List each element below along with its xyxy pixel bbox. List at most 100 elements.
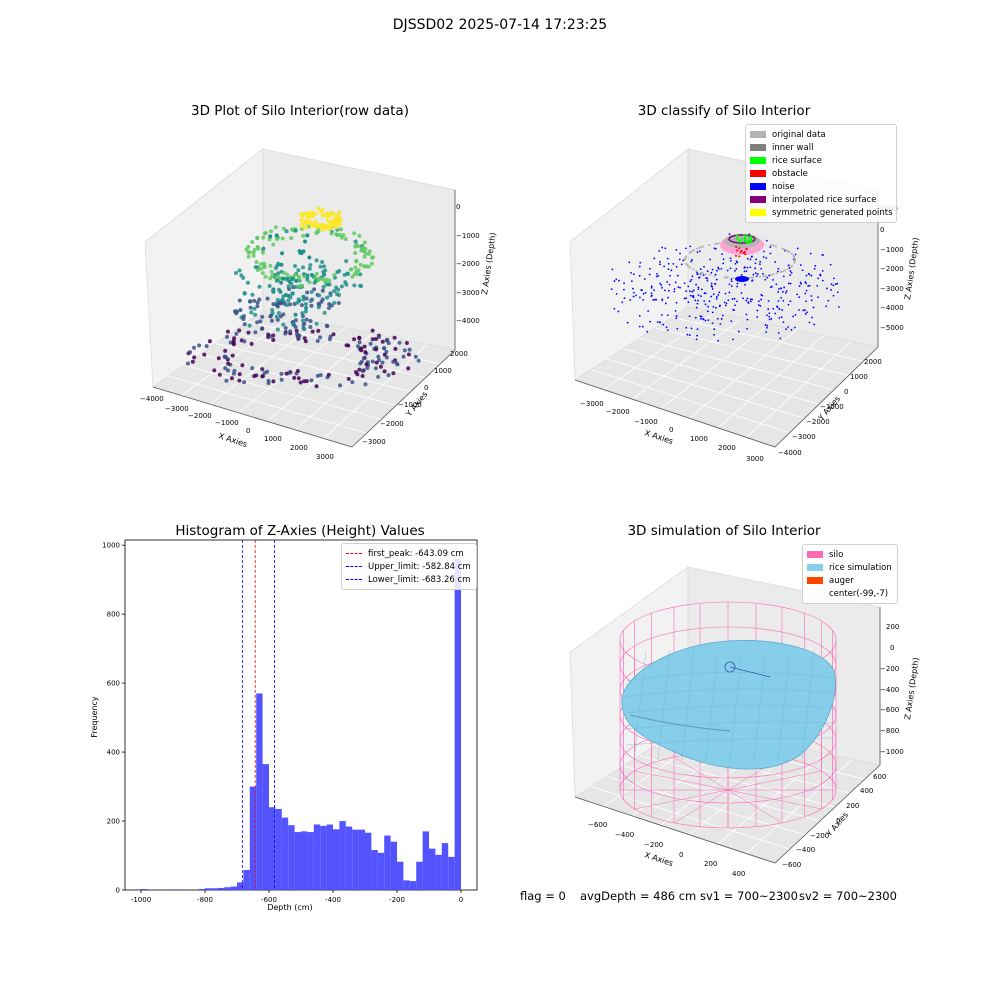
noise-point — [667, 268, 670, 271]
plot2-xtick: 1000 — [690, 435, 708, 443]
noise-point — [830, 289, 833, 291]
noise-point — [697, 286, 700, 289]
data-point — [339, 284, 344, 289]
data-point — [216, 356, 221, 361]
original-point — [770, 273, 773, 276]
noise-point — [640, 289, 643, 291]
plot2-xtick: 2000 — [718, 444, 736, 452]
noise-point — [696, 334, 698, 337]
data-point — [245, 280, 250, 285]
noise-point — [639, 261, 642, 264]
data-point — [260, 374, 265, 379]
plot2-ztick: −4000 — [880, 304, 904, 312]
data-point — [329, 211, 334, 216]
data-point — [276, 261, 281, 266]
noise-point — [706, 310, 709, 313]
noise-point — [834, 283, 837, 286]
plot4-auger — [724, 661, 771, 678]
noise-point — [722, 262, 725, 265]
original-point — [693, 249, 696, 252]
noise-point — [749, 258, 752, 261]
noise-point — [821, 279, 824, 282]
mesh-line — [625, 688, 836, 698]
noise-point — [707, 319, 710, 322]
data-point — [328, 226, 333, 231]
footer-sv1: sv1 = 700~2300 — [700, 889, 798, 903]
noise-point — [690, 327, 693, 330]
plot4-ztick: −200 — [880, 665, 899, 673]
data-point — [337, 232, 342, 237]
noise-point — [734, 269, 736, 272]
noise-point — [630, 280, 633, 283]
noise-point — [735, 268, 738, 270]
noise-point — [768, 315, 771, 318]
noise-point — [710, 282, 713, 285]
original-point — [698, 246, 701, 249]
noise-point — [777, 270, 779, 273]
grid-line — [266, 332, 373, 422]
plot2-ytick: 2000 — [864, 358, 882, 366]
noise-point — [734, 262, 737, 265]
data-point — [359, 348, 364, 353]
noise-point — [745, 270, 748, 272]
noise-point — [678, 258, 681, 261]
data-point — [225, 329, 230, 334]
data-point — [258, 266, 263, 271]
rice-surface-point — [735, 234, 738, 237]
grid-line — [184, 364, 382, 420]
data-point — [252, 306, 257, 311]
noise-point — [724, 304, 727, 307]
noise-point — [615, 278, 618, 281]
grid-line — [660, 323, 770, 410]
histogram-bar — [339, 821, 346, 890]
data-point — [271, 287, 276, 292]
data-point — [309, 303, 314, 308]
data-point — [257, 297, 262, 302]
noise-point — [755, 275, 758, 278]
noise-point — [813, 267, 816, 270]
data-point — [250, 366, 255, 371]
data-point — [315, 373, 320, 378]
noise-point — [769, 252, 772, 255]
noise-point — [675, 301, 678, 304]
data-point — [316, 305, 321, 310]
noise-point — [829, 263, 832, 266]
data-point — [302, 211, 307, 216]
legend-item-obstacle: obstacle — [750, 167, 892, 180]
data-point — [239, 273, 244, 278]
data-point — [307, 280, 312, 285]
noise-point — [779, 337, 782, 340]
data-point — [288, 329, 293, 334]
data-point — [271, 379, 276, 384]
x-tick-label: -600 — [261, 896, 277, 904]
noise-point — [699, 315, 702, 318]
data-point — [304, 317, 309, 322]
data-point — [237, 378, 242, 383]
histogram-bar — [205, 888, 212, 890]
noise-point — [672, 262, 675, 265]
data-point — [321, 285, 326, 290]
data-point — [382, 369, 387, 374]
noise-point — [729, 257, 732, 260]
plot1-ytick: −2000 — [380, 420, 404, 428]
noise-point — [759, 263, 761, 265]
data-point — [353, 265, 358, 270]
footer-flag: flag = 0 — [520, 889, 566, 903]
data-point — [263, 231, 268, 236]
data-point — [307, 266, 312, 271]
noise-point — [771, 285, 773, 288]
plot1-axis-lines — [152, 190, 456, 448]
plot4-xlabel: X Axies — [643, 850, 674, 868]
data-point — [279, 377, 284, 382]
plot1-xtick: 2000 — [290, 444, 308, 452]
data-point — [338, 383, 343, 388]
data-point — [304, 379, 309, 384]
noise-point — [746, 318, 749, 321]
original-point — [708, 274, 711, 277]
noise-point — [778, 307, 781, 310]
data-point — [291, 322, 296, 327]
obstacle-point — [743, 250, 746, 253]
data-point — [349, 267, 354, 272]
legend-line — [346, 579, 362, 580]
noise-point — [726, 269, 729, 272]
